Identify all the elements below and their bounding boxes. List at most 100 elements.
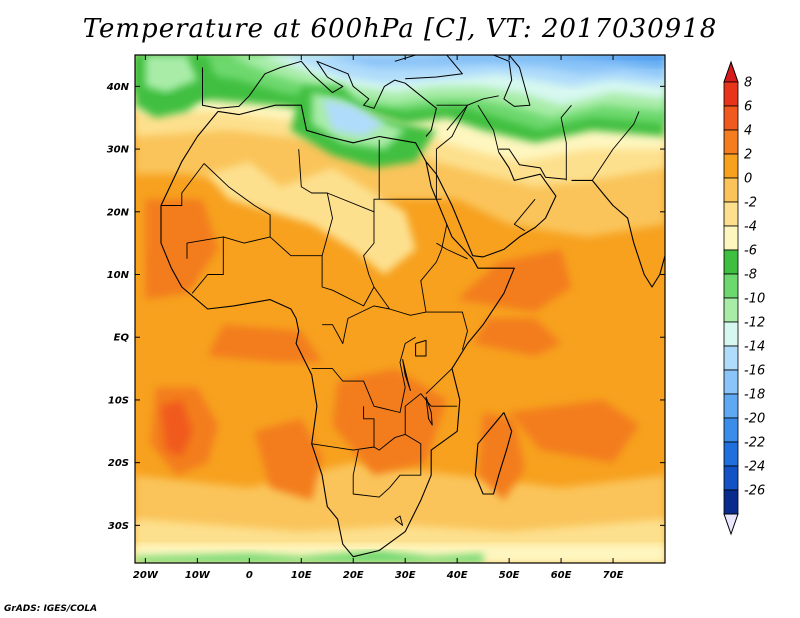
- country-border: [373, 224, 448, 316]
- colorbar-label: -12: [744, 316, 765, 331]
- temp-region: [405, 55, 665, 68]
- colorbar-swatch: [723, 489, 739, 515]
- country-border: [477, 104, 500, 153]
- lon-tick-label: 60E: [551, 570, 572, 581]
- colorbar-swatch: [723, 441, 739, 467]
- temp-region: [322, 55, 665, 77]
- colorbar-swatch: [723, 153, 739, 179]
- temp-region: [161, 399, 193, 457]
- colorbar-label: -18: [744, 388, 765, 403]
- temp-region: [472, 318, 562, 356]
- colorbar-label: 6: [744, 100, 752, 115]
- lat-tick-label: 20S: [108, 458, 129, 469]
- country-border: [426, 311, 468, 350]
- colorbar-swatch: [723, 465, 739, 491]
- lat-tick-label: 30N: [107, 145, 130, 156]
- colorbar-swatch: [723, 81, 739, 107]
- colorbar-swatch: [723, 393, 739, 419]
- colorbar-label: -22: [744, 436, 765, 451]
- colorbar-label: -6: [744, 244, 757, 259]
- country-border: [436, 242, 468, 260]
- temp-region: [207, 324, 323, 363]
- country-border: [560, 104, 572, 181]
- country-border: [311, 433, 422, 498]
- colorbar-swatch: [723, 345, 739, 371]
- temp-region: [254, 418, 323, 501]
- country-border: [404, 393, 458, 435]
- lon-tick-label: 50E: [499, 570, 520, 581]
- lat-tick-label: 20N: [107, 207, 130, 218]
- axis-ticks: 40N 30N 20N 10N EQ 10S 20S 30S 20W 10W 0 10E 20E 30E 4…: [106, 55, 665, 581]
- india-coast: [571, 179, 665, 288]
- colorbar-label: -2: [744, 196, 757, 211]
- black-sea-coast: [394, 55, 463, 80]
- colorbar-bottom-arrow: [723, 513, 739, 536]
- colorbar: 8 6 4 2 0 -2 -4 -6 -8 -10 -12 -14 -16 -18 -20 -22 -24 -26: [723, 60, 765, 536]
- lon-tick-label: 10W: [185, 570, 211, 581]
- europe-coast: [202, 60, 437, 137]
- country-border: [591, 111, 640, 181]
- country-border: [161, 163, 205, 206]
- lat-tick-label: 10S: [108, 395, 129, 406]
- lat-tick-label: EQ: [114, 333, 130, 344]
- lake-malawi: [425, 396, 433, 426]
- temp-region: [145, 199, 219, 300]
- colorbar-top-arrow: [723, 60, 739, 83]
- country-border: [436, 104, 468, 131]
- colorbar-label: -14: [744, 340, 765, 355]
- country-border: [363, 406, 375, 447]
- arabia-coast: [425, 151, 557, 258]
- caspian-coast: [493, 55, 531, 107]
- lon-tick-label: 20E: [343, 570, 364, 581]
- country-border: [425, 368, 453, 395]
- temp-region: [135, 550, 484, 563]
- lake-victoria: [415, 339, 427, 357]
- colorbar-swatch: [723, 417, 739, 443]
- temp-region: [477, 412, 525, 501]
- country-border: [435, 95, 499, 200]
- colorbar-swatch: [723, 225, 739, 251]
- country-border: [269, 211, 375, 307]
- temp-region: [519, 55, 665, 60]
- country-border: [322, 305, 390, 344]
- lon-tick-label: 30E: [395, 570, 416, 581]
- lon-tick-label: 10E: [291, 570, 312, 581]
- gulf-coast: [498, 148, 567, 180]
- lon-tick-label: 0: [246, 570, 253, 581]
- temp-region: [145, 55, 198, 93]
- colorbar-swatch: [723, 129, 739, 155]
- colorbar-swatch: [723, 321, 739, 347]
- colorbar-label: -4: [744, 220, 757, 235]
- country-border: [321, 192, 333, 256]
- lon-tick-label: 70E: [603, 570, 624, 581]
- plot-frame: [134, 54, 666, 564]
- colorbar-label: 4: [744, 124, 752, 139]
- lat-tick-label: 30S: [108, 521, 129, 532]
- lon-tick-label: 20W: [133, 570, 159, 581]
- colorbar-swatch: [723, 369, 739, 395]
- colorbar-swatch: [723, 297, 739, 323]
- colorbar-label: -16: [744, 364, 765, 379]
- colorbar-label: -8: [744, 268, 757, 283]
- temp-region: [509, 399, 639, 463]
- colorbar-swatch: [723, 249, 739, 275]
- country-border: [298, 139, 380, 213]
- lat-tick-label: 10N: [107, 270, 130, 281]
- lat-tick-label: 40N: [106, 82, 130, 93]
- colorbar-label: -10: [744, 292, 765, 307]
- country-border: [311, 336, 416, 413]
- temp-region: [207, 161, 416, 275]
- colorbar-label: -20: [744, 412, 765, 427]
- temperature-field: [135, 55, 665, 563]
- lake-tanganyika: [402, 359, 411, 391]
- africa-coast: [160, 104, 515, 558]
- country-border: [513, 198, 536, 231]
- temp-region: [457, 249, 572, 313]
- colorbar-label: 2: [744, 148, 752, 163]
- colorbar-swatch: [723, 105, 739, 131]
- country-border: [191, 236, 224, 294]
- madagascar-coast: [474, 412, 513, 495]
- colorbar-swatch: [723, 201, 739, 227]
- credit-text: GrADS: IGES/COLA: [4, 604, 98, 614]
